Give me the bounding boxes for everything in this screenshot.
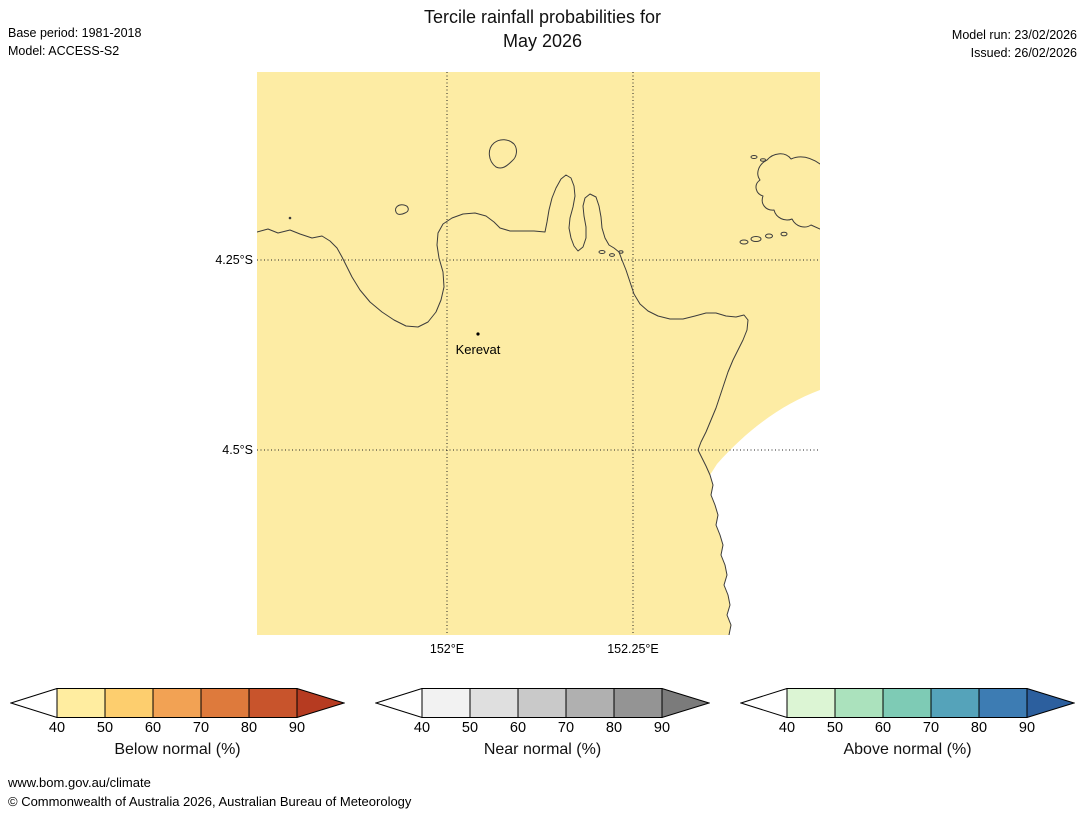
legend-above-normal: Above normal (%) 40 50 60 70 80 90 xyxy=(739,687,1076,773)
legend-row: Below normal (%) 40 50 60 70 80 90 Near norma… xyxy=(0,687,1085,773)
colorbar-below xyxy=(9,687,346,719)
model-text: Model: ACCESS-S2 xyxy=(8,43,120,58)
lon-label-152-25E: 152.25°E xyxy=(607,642,659,656)
colorbar-tick: 50 xyxy=(96,720,114,736)
map-canvas xyxy=(257,72,820,635)
coastline-island-north xyxy=(488,139,517,169)
colorbar-tick: 70 xyxy=(922,720,940,736)
islet xyxy=(618,250,624,254)
colorbar-tick: 40 xyxy=(413,720,431,736)
legend-label-above: Above normal (%) xyxy=(843,741,972,758)
islet xyxy=(750,236,762,242)
legend-label-below: Below normal (%) xyxy=(114,741,241,758)
coastline-northeast-landmass xyxy=(755,153,820,230)
colorbar-segment xyxy=(786,688,836,718)
colorbar-tick: 40 xyxy=(778,720,796,736)
page-title: Tercile rainfall probabilities for May 2… xyxy=(0,5,1085,53)
colorbar-tick: 90 xyxy=(1018,720,1036,736)
colorbar-left-arrow xyxy=(374,687,423,719)
lon-label-152E: 152°E xyxy=(429,642,465,656)
islet xyxy=(598,250,606,254)
colorbar-host-below xyxy=(9,687,346,719)
colorbar-tick: 60 xyxy=(874,720,892,736)
copyright-text: © Commonwealth of Australia 2026, Austra… xyxy=(8,794,412,809)
run-info: Model run: 23/02/2026 Issued: 26/02/2026 xyxy=(952,27,1077,62)
colorbar-tick: 80 xyxy=(970,720,988,736)
colorbar-segment xyxy=(104,688,154,718)
colorbar-tick: 80 xyxy=(240,720,258,736)
colorbar-segment xyxy=(469,688,519,718)
coastline-island-west xyxy=(395,204,409,215)
colorbar-left-arrow xyxy=(739,687,788,719)
colorbar-host-near xyxy=(374,687,711,719)
colorbar-segment xyxy=(152,688,202,718)
model-run-text: Model run: 23/02/2026 xyxy=(951,28,1077,42)
coastline-main xyxy=(257,174,749,635)
colorbar-segment xyxy=(421,688,471,718)
islet xyxy=(765,233,773,239)
base-period-text: Base period: 1981-2018 xyxy=(8,26,142,40)
colorbar-segment xyxy=(978,688,1028,718)
colorbar-left-arrow xyxy=(9,687,58,719)
colorbar-segment xyxy=(834,688,884,718)
issued-text: Issued: 26/02/2026 xyxy=(970,45,1077,60)
colorbar-tick: 90 xyxy=(288,720,306,736)
legend-label-near: Near normal (%) xyxy=(483,741,602,758)
colorbar-tick: 60 xyxy=(509,720,527,736)
colorbar-tick: 50 xyxy=(461,720,479,736)
colorbar-tick: 60 xyxy=(144,720,162,736)
website-url-text: www.bom.gov.au/climate xyxy=(8,775,151,790)
station-marker xyxy=(476,332,480,336)
colorbar-tick: 50 xyxy=(826,720,844,736)
islet xyxy=(739,239,749,245)
colorbar-tick: 40 xyxy=(48,720,66,736)
title-line-2: May 2026 xyxy=(502,31,583,51)
colorbar-segment xyxy=(565,688,615,718)
colorbar-segment xyxy=(930,688,980,718)
islet xyxy=(780,231,788,237)
legend-near-normal: Near normal (%) 40 50 60 70 80 90 xyxy=(374,687,711,773)
ocean-area xyxy=(710,390,820,635)
lat-label-4-5S: 4.5°S xyxy=(222,443,253,457)
gridlines xyxy=(257,72,820,635)
colorbar-above xyxy=(739,687,1076,719)
colorbar-segment xyxy=(56,688,106,718)
model-info: Base period: 1981-2018 Model: ACCESS-S2 xyxy=(8,25,141,60)
colorbar-segment xyxy=(613,688,663,718)
colorbar-right-arrow xyxy=(296,687,346,719)
colorbar-segment xyxy=(200,688,250,718)
colorbar-right-arrow xyxy=(661,687,711,719)
islet xyxy=(760,158,766,162)
coastlines xyxy=(257,139,820,635)
colorbar-right-arrow xyxy=(1026,687,1076,719)
colorbar-tick: 70 xyxy=(557,720,575,736)
islet xyxy=(609,253,615,257)
colorbar-segment xyxy=(248,688,298,718)
colorbar-near xyxy=(374,687,711,719)
legend-below-normal: Below normal (%) 40 50 60 70 80 90 xyxy=(9,687,346,773)
colorbar-segment xyxy=(517,688,567,718)
tiny-island-dot xyxy=(288,216,292,220)
colorbar-tick: 80 xyxy=(605,720,623,736)
colorbar-host-above xyxy=(739,687,1076,719)
map xyxy=(257,72,820,635)
colorbar-tick: 70 xyxy=(192,720,210,736)
station-label: Kerevat xyxy=(455,342,501,357)
islet xyxy=(750,155,758,159)
colorbar-tick: 90 xyxy=(653,720,671,736)
colorbar-segment xyxy=(882,688,932,718)
lat-label-4-25S: 4.25°S xyxy=(215,253,253,267)
title-line-1: Tercile rainfall probabilities for xyxy=(423,7,662,27)
